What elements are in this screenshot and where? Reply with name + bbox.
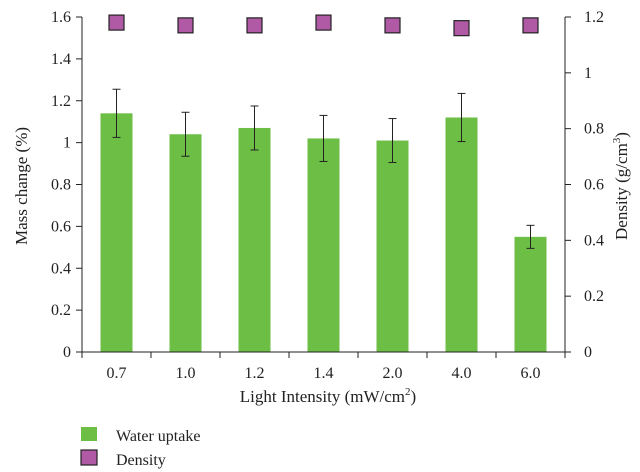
error-bar [526,224,535,249]
water-uptake-bar [238,127,271,352]
y-right-tick-label: 0.4 [584,232,604,249]
legend-item-density: Density [80,449,166,469]
y-axis-right-title: Density (g/cm3) [611,132,631,240]
y-left-tick-label: 0.8 [51,177,71,194]
x-axis: 0.7 1.0 1.2 1.4 2.0 4.0 6.0 [81,351,566,382]
legend-label-water-uptake: Water uptake [116,428,200,445]
x-tick-label: 1.2 [245,365,265,382]
legend-item-water-uptake: Water uptake [81,427,200,445]
legend: Water uptake Density [80,427,200,469]
y-left-tick-label: 1.4 [51,51,71,68]
x-tick-label: 6.0 [521,365,541,382]
density-marker [177,17,194,34]
water-uptake-bar [514,236,547,352]
x-tick-label: 4.0 [452,365,472,382]
y-axis-left-title: Mass change (%) [12,127,31,245]
y-axis-right: 0 0.2 0.4 0.6 0.8 1 1.2 [564,9,604,361]
y-right-tick-label: 0.8 [584,121,604,138]
water-uptake-bar [445,117,478,352]
y-left-tick-label: 1.2 [51,93,71,110]
y-right-tick-label: 0 [584,344,592,361]
y-left-tick-label: 1 [63,135,71,152]
legend-swatch-water-uptake [81,427,97,441]
y-left-tick-label: 0.2 [51,302,71,319]
water-uptake-bar [376,140,409,352]
y-axis-left: 0 0.2 0.4 0.6 0.8 1 1.2 1.4 1.6 [51,9,83,361]
legend-swatch-density [80,449,98,466]
y-right-tick-label: 1 [584,65,592,82]
y-left-tick-label: 0.6 [51,218,71,235]
plot-area [100,14,547,352]
y-right-tick-label: 1.2 [584,9,604,26]
density-marker [522,17,539,34]
water-uptake-bar [169,134,202,352]
y-right-tick-label: 0.6 [584,177,604,194]
water-uptake-bar [100,113,133,352]
error-bar [250,105,259,151]
density-marker [246,17,263,34]
error-bar [457,92,466,143]
y-left-tick-label: 0 [63,344,71,361]
error-bar [112,88,121,138]
x-tick-label: 1.4 [314,365,334,382]
y-right-tick-label: 0.2 [584,288,604,305]
x-tick-label: 2.0 [383,365,403,382]
x-axis-title: Light Intensity (mW/cm2) [240,386,416,406]
x-tick-label: 1.0 [176,365,196,382]
density-marker [384,17,401,34]
y-left-tick-label: 1.6 [51,9,71,26]
legend-label-density: Density [116,452,166,469]
density-marker [108,14,125,31]
y-left-tick-label: 0.4 [51,260,71,277]
density-marker [453,20,470,37]
water-uptake-bar [307,138,340,352]
x-tick-label: 0.7 [107,365,127,382]
density-marker [315,14,332,31]
error-bar [181,111,190,157]
error-bar [388,118,397,164]
error-bar [319,114,328,162]
